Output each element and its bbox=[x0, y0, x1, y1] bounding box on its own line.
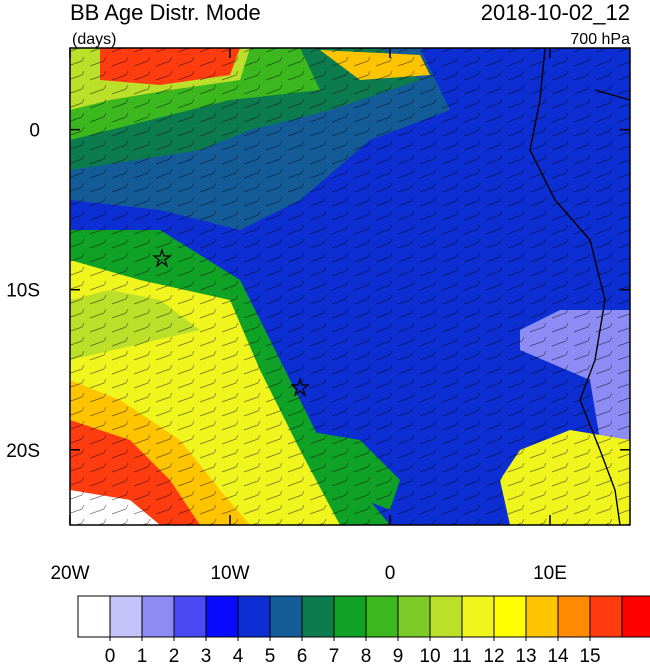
colorbar-box bbox=[237, 595, 271, 638]
x-tick-label: 20W bbox=[50, 563, 89, 584]
colorbar-label: 15 bbox=[579, 646, 600, 667]
colorbar-label: 5 bbox=[265, 646, 276, 667]
colorbar-box bbox=[333, 595, 367, 638]
y-tick-label: 0 bbox=[29, 121, 40, 142]
title: BB Age Distr. Mode bbox=[70, 0, 261, 25]
colorbar-box bbox=[301, 595, 335, 638]
colorbar-box bbox=[557, 595, 591, 638]
coastline bbox=[529, 48, 621, 525]
colorbar-label: 13 bbox=[515, 646, 536, 667]
colorbar-label: 12 bbox=[483, 646, 504, 667]
x-tick-label: 10W bbox=[210, 563, 249, 584]
x-tick-label: 0 bbox=[385, 563, 396, 584]
units: (days) bbox=[72, 31, 116, 48]
x-tick-label: 10E bbox=[533, 563, 567, 584]
colorbar-label: 8 bbox=[361, 646, 372, 667]
colorbar-label: 14 bbox=[547, 646, 569, 667]
y-tick-label: 20S bbox=[6, 441, 40, 462]
colorbar-box bbox=[621, 595, 650, 638]
colorbar-label: 9 bbox=[393, 646, 404, 667]
colorbar-box bbox=[493, 595, 527, 638]
colorbar-box bbox=[461, 595, 495, 638]
colorbar-label: 1 bbox=[137, 646, 148, 667]
colorbar-box bbox=[525, 595, 559, 638]
field bbox=[70, 48, 630, 525]
plot-frame bbox=[69, 47, 631, 526]
wind-barbs bbox=[70, 48, 630, 525]
colorbar-label: 2 bbox=[169, 646, 180, 667]
colorbar-box bbox=[77, 595, 111, 638]
colorbar-box bbox=[269, 595, 303, 638]
colorbar-box bbox=[397, 595, 431, 638]
colorbar-box bbox=[365, 595, 399, 638]
colorbar-box bbox=[429, 595, 463, 638]
colorbar-label: 3 bbox=[201, 646, 212, 667]
date: 2018-10-02_12 bbox=[481, 0, 630, 25]
colorbar-label: 10 bbox=[419, 646, 440, 667]
station-marker bbox=[290, 377, 310, 397]
border bbox=[594, 89, 630, 101]
colorbar-box bbox=[109, 595, 143, 638]
station-marker bbox=[152, 248, 172, 268]
y-tick-label: 10S bbox=[6, 281, 40, 302]
colorbar-box bbox=[173, 595, 207, 638]
colorbar-label: 0 bbox=[105, 646, 116, 667]
colorbar-box bbox=[589, 595, 623, 638]
colorbar-label: 7 bbox=[329, 646, 340, 667]
colorbar-label: 11 bbox=[452, 646, 472, 667]
colorbar-box bbox=[205, 595, 239, 638]
colorbar-label: 4 bbox=[233, 646, 244, 667]
colorbar-label: 6 bbox=[297, 646, 308, 667]
colorbar-box bbox=[141, 595, 175, 638]
level: 700 hPa bbox=[570, 31, 630, 48]
